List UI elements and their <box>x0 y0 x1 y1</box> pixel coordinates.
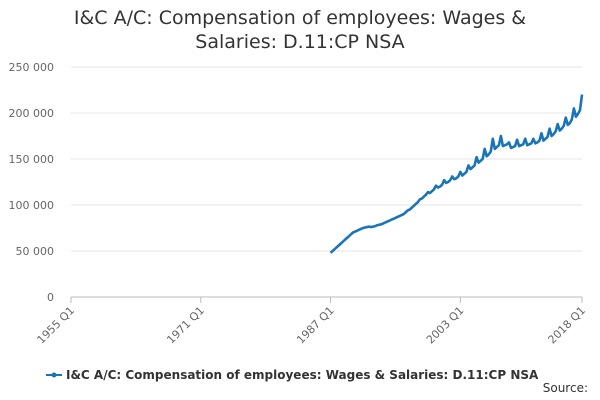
legend-label: I&C A/C: Compensation of employees: Wage… <box>66 368 539 382</box>
data-line <box>329 94 584 254</box>
x-tick-label: 2003 Q1 <box>424 304 467 347</box>
y-tick-label: 50 000 <box>16 245 55 258</box>
y-tick-label: 150 000 <box>9 153 55 166</box>
legend-marker <box>51 372 57 378</box>
y-tick-label: 100 000 <box>9 199 55 212</box>
x-tick-label: 2018 Q1 <box>546 304 589 347</box>
x-tick-label: 1971 Q1 <box>164 304 207 347</box>
source-label: Source: <box>543 381 588 395</box>
y-tick-label: 250 000 <box>9 61 55 74</box>
y-tick-label: 0 <box>47 291 54 304</box>
chart-title: I&C A/C: Compensation of employees: Wage… <box>73 7 527 53</box>
x-tick-label: 1987 Q1 <box>294 304 337 347</box>
x-tick-label: 1955 Q1 <box>35 304 78 347</box>
y-tick-label: 200 000 <box>9 107 55 120</box>
